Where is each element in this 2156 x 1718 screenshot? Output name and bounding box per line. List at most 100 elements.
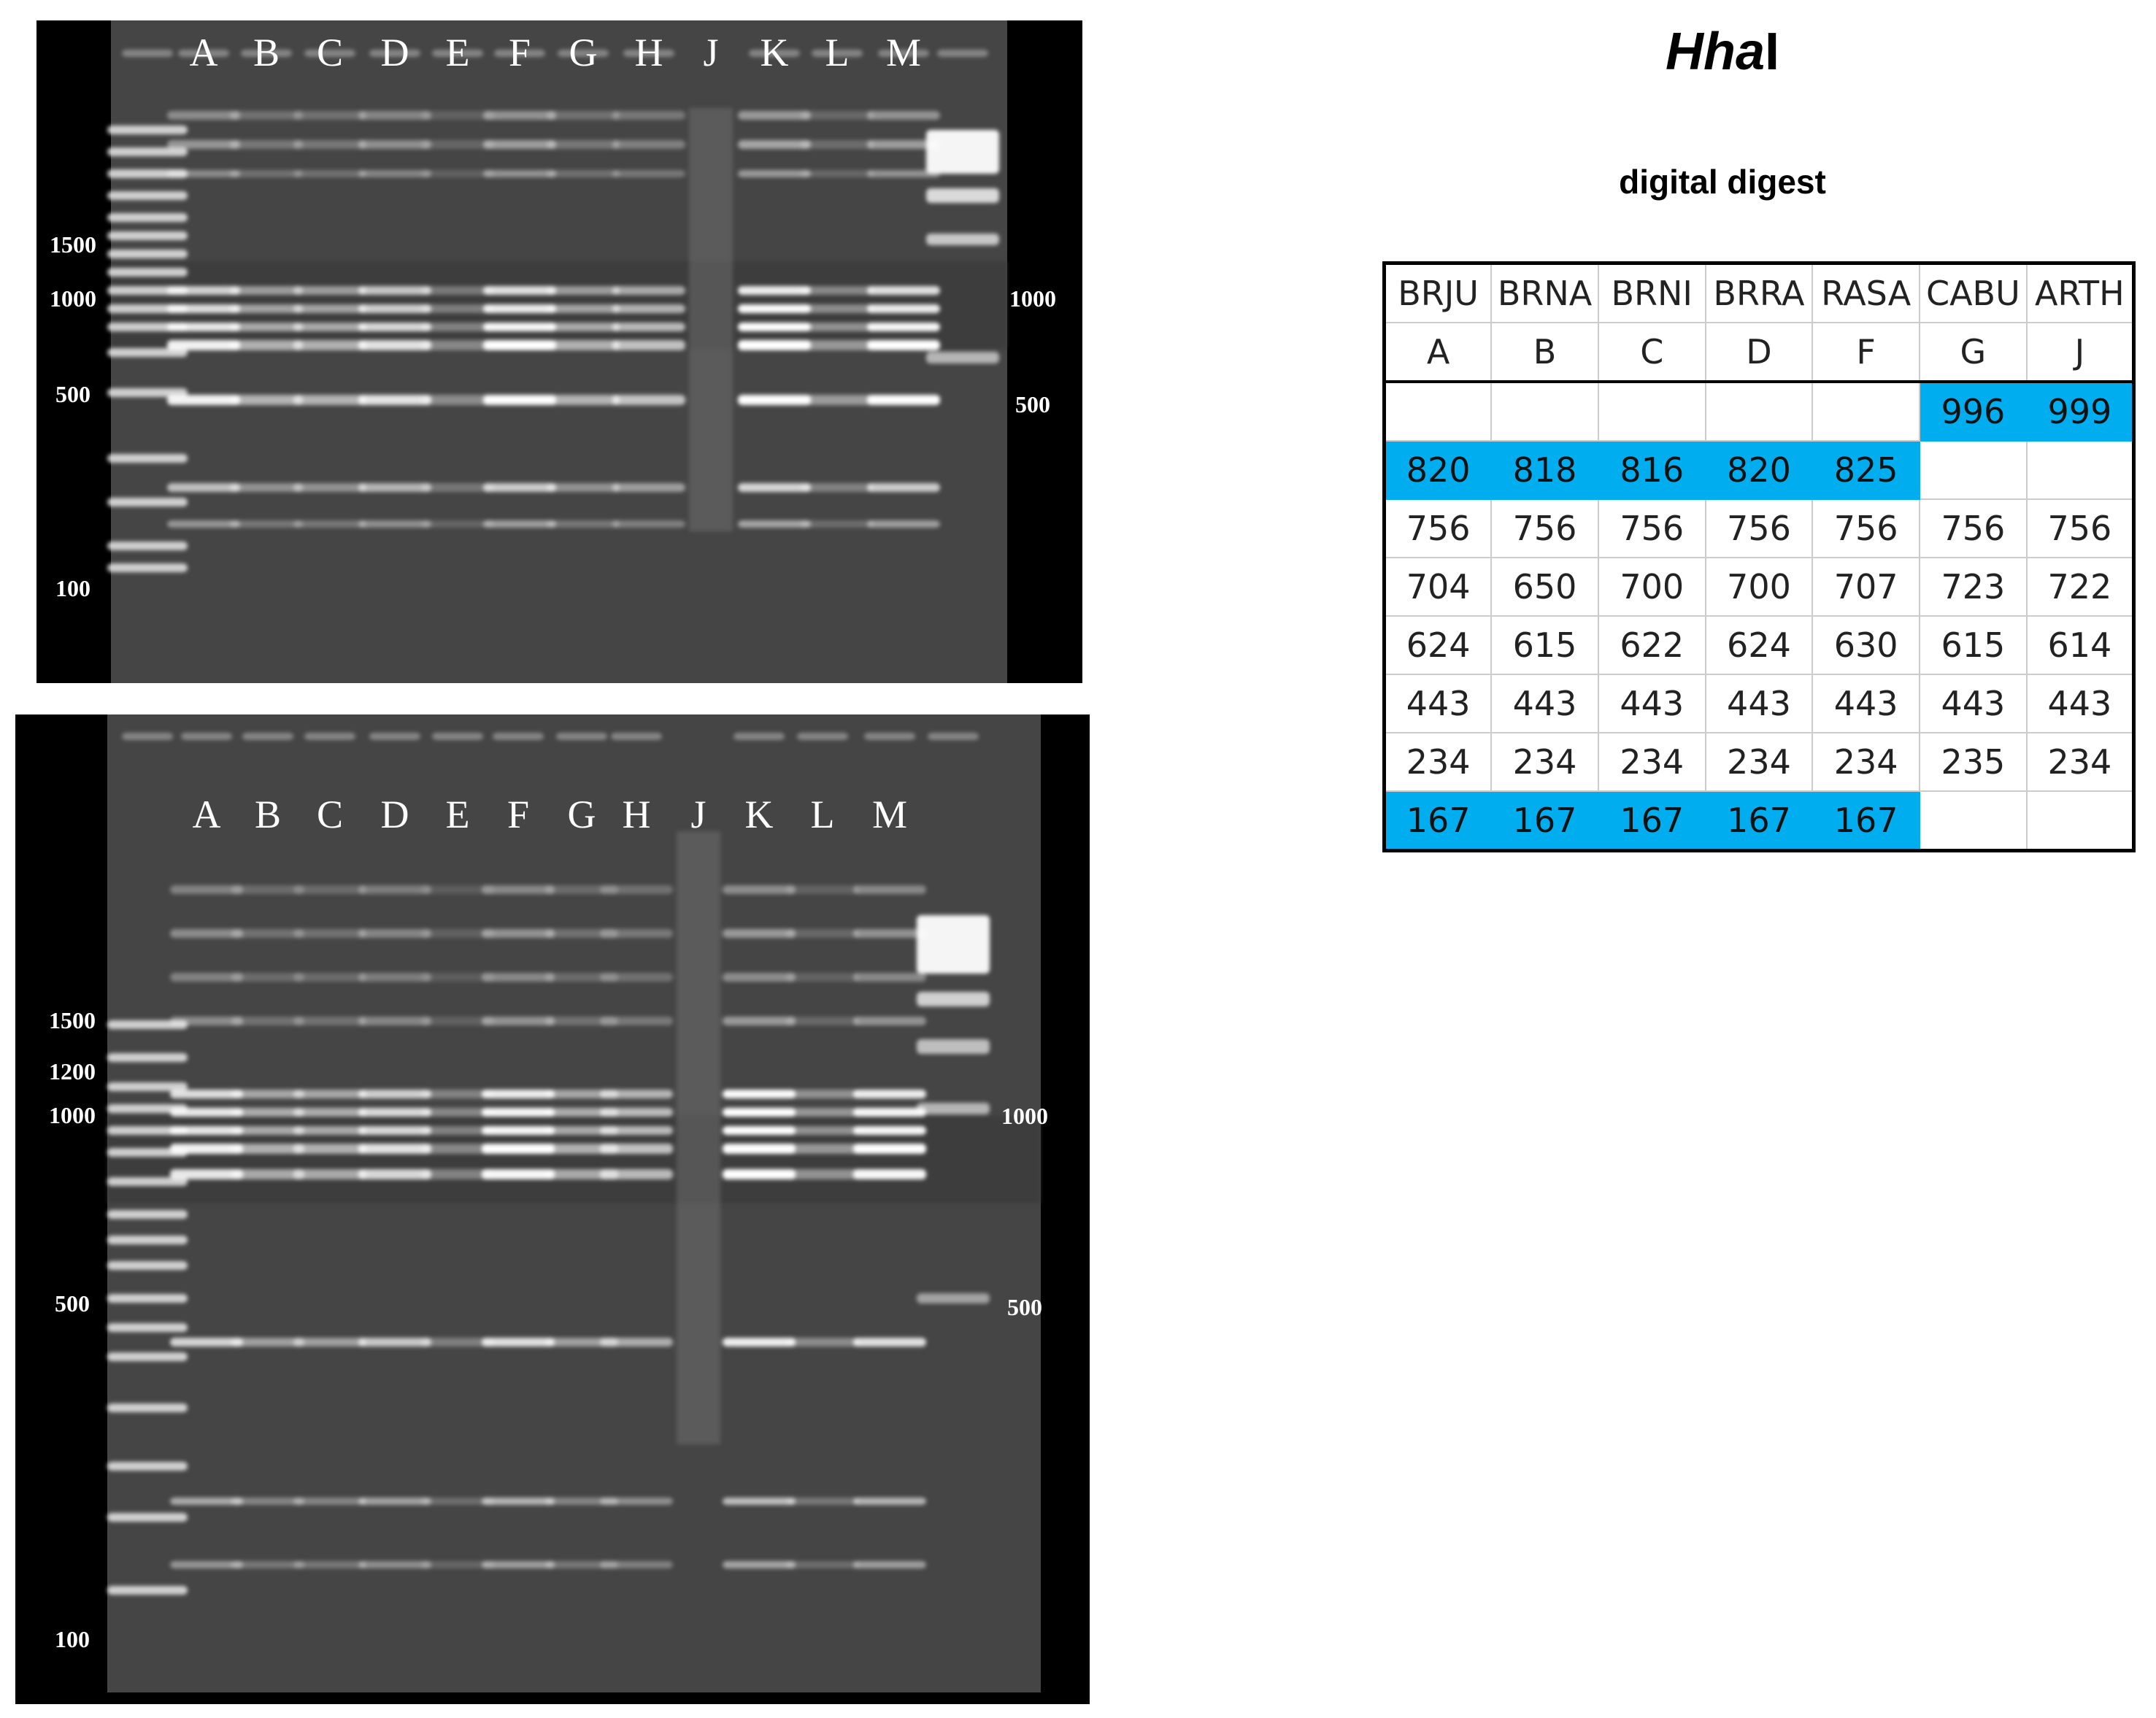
gel-band (421, 483, 494, 492)
gel-band (786, 1169, 859, 1179)
fragment-size-cell: 167 (1597, 790, 1706, 852)
well (122, 733, 173, 740)
ladder-band (107, 348, 188, 357)
fragment-size-cell: 756 (1812, 498, 1921, 558)
gel-band (170, 1561, 243, 1568)
ladder-band (107, 1403, 188, 1412)
gel-band (231, 1498, 304, 1505)
gel-band (545, 1498, 618, 1505)
ladder-band (107, 1148, 188, 1157)
fragment-size-cell (2025, 440, 2135, 500)
ladder-band (107, 1053, 188, 1062)
gel-band (421, 929, 494, 938)
gel-band (231, 1126, 304, 1135)
gel-band (853, 929, 926, 938)
gel-band (483, 323, 556, 331)
gel-band (293, 111, 366, 120)
gel-band (482, 973, 555, 982)
well (749, 50, 800, 57)
well (432, 50, 483, 57)
gel-band (482, 885, 555, 894)
gel-band (600, 929, 673, 938)
gel-band (170, 1169, 243, 1179)
well (122, 50, 173, 57)
fragment-row: 624 615 622 624 630 615 614 (1383, 615, 2135, 675)
fragment-size-cell: 443 (1383, 674, 1493, 733)
well (181, 733, 232, 740)
gel-band (170, 1144, 243, 1154)
gel-band (230, 395, 303, 405)
well (556, 733, 607, 740)
gel-band (421, 286, 494, 295)
gel-band (801, 483, 874, 492)
gel-band (293, 1338, 366, 1347)
fragment-size-cell: 443 (1597, 674, 1706, 733)
gel-band (231, 1338, 304, 1347)
fragment-size-cell: 820 (1704, 440, 1814, 500)
gel-band (167, 395, 240, 405)
gel-band (801, 323, 874, 331)
lane-header: D (1704, 322, 1814, 383)
ladder-band (107, 1294, 188, 1303)
gel-band (167, 170, 240, 177)
gel-band (545, 1561, 618, 1568)
gel-band (293, 1126, 366, 1135)
gel-band (545, 929, 618, 938)
gel-band (170, 1017, 243, 1025)
gel-band (801, 395, 874, 405)
gel-band (867, 304, 940, 313)
gel-band (170, 973, 243, 982)
gel-band (738, 395, 811, 405)
fragment-size-cell: 234 (1383, 732, 1493, 792)
gel-band (738, 483, 811, 492)
ladder-band (107, 191, 188, 200)
gel-band (167, 111, 240, 120)
well (304, 50, 355, 57)
fragment-size-cell: 756 (1383, 498, 1493, 558)
gel-band (358, 929, 431, 938)
gel-band (600, 1108, 673, 1117)
gel-band (786, 1090, 859, 1098)
gel-band (738, 286, 811, 295)
gel-band (293, 1169, 366, 1179)
ladder-band (107, 268, 188, 277)
digest-subtitle: digital digest (1619, 163, 1826, 201)
gel-band (421, 520, 494, 528)
fragment-size-cell: 630 (1812, 615, 1921, 675)
gel-band (170, 1090, 243, 1098)
gel-band (801, 140, 874, 149)
fragment-size-cell: 443 (1812, 674, 1921, 733)
fragment-row: 704 650 700 700 707 723 722 (1383, 557, 2135, 617)
gel-band (230, 483, 303, 492)
gel-band (231, 885, 304, 894)
ladder-band (107, 563, 188, 572)
lane-label: F (509, 31, 531, 74)
well (178, 50, 229, 57)
gel-band (358, 1144, 431, 1154)
gel-band (293, 395, 366, 405)
fragment-size-cell: 167 (1383, 790, 1493, 852)
gel-band (853, 1498, 926, 1505)
gel-band (231, 1561, 304, 1568)
well (812, 50, 863, 57)
fragment-size-cell: 825 (1812, 440, 1921, 500)
species-header: CABU (1919, 262, 2028, 323)
gel-band (545, 1108, 618, 1117)
gel-band (230, 170, 303, 177)
gel-band (482, 1561, 555, 1568)
fragment-size-cell: 756 (1490, 498, 1599, 558)
smear-lane (689, 108, 733, 531)
gel-band (293, 973, 366, 982)
gel-band (867, 140, 940, 149)
gel-band (358, 1017, 431, 1025)
gel-band (723, 1498, 796, 1505)
gel-band (612, 520, 685, 528)
fragment-row: 167 167 167 167 167 (1383, 790, 2135, 852)
gel-band (723, 1090, 796, 1098)
gel-band (853, 973, 926, 982)
fragment-size-cell: 234 (1490, 732, 1599, 792)
lane-label: M (872, 793, 907, 836)
gel-band (483, 304, 556, 313)
gel-band (167, 304, 240, 313)
